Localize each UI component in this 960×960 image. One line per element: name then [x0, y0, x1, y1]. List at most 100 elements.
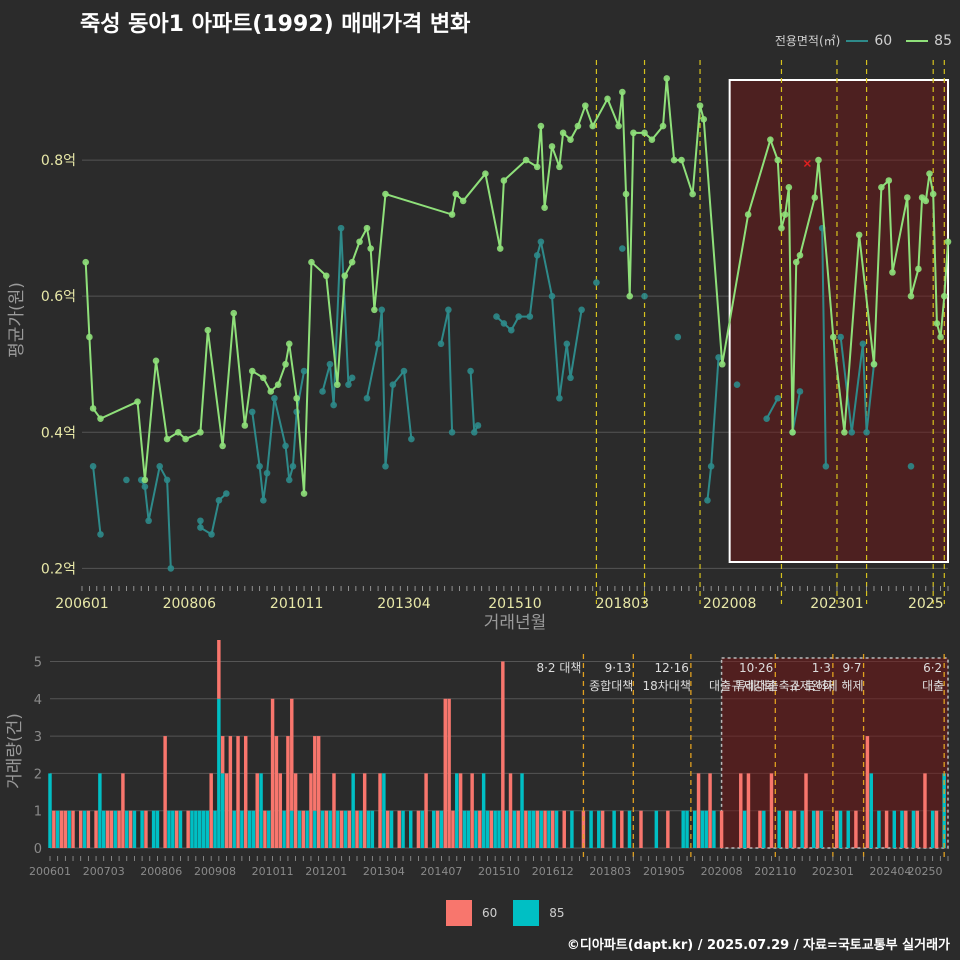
bar-x-tick-label: 200806 — [140, 865, 182, 878]
volume-bar-60 — [739, 773, 743, 848]
series-segment-60 — [147, 466, 161, 521]
bar-x-tick-label: 202404 — [869, 865, 911, 878]
data-point-85 — [448, 211, 456, 218]
volume-bar-60 — [86, 810, 91, 848]
data-point-85 — [700, 115, 708, 123]
policy-label: 10·26 — [739, 661, 773, 675]
volume-bar-85 — [762, 810, 766, 848]
data-point-60 — [533, 252, 541, 259]
data-point-60 — [474, 422, 482, 429]
data-point-60 — [733, 381, 741, 388]
data-point-60 — [822, 463, 830, 470]
data-point-85 — [615, 122, 622, 130]
volume-bar-85 — [313, 810, 317, 848]
data-point-60 — [563, 340, 571, 348]
volume-bar-85 — [485, 810, 490, 848]
data-point-60 — [704, 497, 711, 504]
series-segment-60 — [440, 309, 450, 345]
data-point-85 — [293, 394, 300, 402]
volume-bar-85 — [328, 810, 332, 848]
volume-bar-85 — [589, 810, 593, 848]
volume-bar-60 — [550, 810, 555, 848]
policy-label: 8·2 대책 — [536, 660, 581, 675]
volume-bar-60 — [52, 810, 56, 848]
x-tick-label: 202008 — [703, 596, 756, 612]
volume-bar-85 — [654, 810, 659, 848]
volume-bar-60 — [435, 810, 440, 848]
volume-bar-85 — [251, 810, 256, 848]
data-point-60 — [348, 374, 356, 382]
data-point-85 — [556, 163, 563, 171]
data-point-85 — [626, 292, 634, 300]
volume-bar-60 — [339, 810, 344, 848]
data-point-60 — [285, 476, 293, 484]
bar-y-axis-label: 거래량(건) — [5, 713, 25, 789]
x-tick-label: 201304 — [377, 596, 431, 612]
data-point-60 — [330, 401, 337, 409]
volume-bar-60 — [915, 810, 920, 848]
volume-bar-60 — [278, 773, 282, 848]
bar-x-tick-label: 202301 — [812, 865, 854, 878]
volume-bar-85 — [197, 810, 202, 848]
x-tick-label: 200601 — [55, 596, 108, 612]
data-point-85 — [670, 156, 678, 164]
bar-x-tick-label: 201510 — [478, 865, 520, 878]
volume-bar-60 — [535, 810, 540, 848]
data-point-85 — [792, 258, 800, 266]
volume-bar-85 — [877, 810, 881, 848]
data-point-85 — [182, 435, 189, 443]
data-point-85 — [659, 122, 667, 130]
volume-bar-85 — [401, 810, 405, 848]
volume-bar-85 — [547, 810, 551, 848]
series-segment-60 — [273, 398, 287, 447]
data-point-85 — [796, 252, 804, 259]
data-point-85 — [260, 374, 267, 382]
bar-x-tick-label: 202008 — [701, 865, 743, 878]
series-segment-60 — [210, 500, 220, 535]
legend-swatch-60 — [846, 39, 869, 42]
volume-bar-60 — [316, 736, 321, 848]
volume-bar-85 — [113, 810, 117, 848]
volume-bar-60 — [220, 736, 225, 774]
data-point-85 — [82, 258, 90, 266]
volume-bar-85 — [232, 810, 236, 848]
bar-y-tick-label: 1 — [34, 805, 42, 820]
legend-bottom: 60 85 — [446, 900, 565, 926]
volume-bar-85 — [359, 810, 363, 848]
series-segment-60 — [821, 228, 827, 467]
volume-bar-60 — [313, 736, 317, 811]
data-point-85 — [663, 75, 671, 82]
volume-bar-60 — [424, 773, 428, 848]
volume-bar-85 — [788, 810, 793, 848]
volume-bar-85 — [539, 810, 543, 848]
volume-bar-60 — [309, 773, 313, 848]
volume-bar-85 — [155, 810, 160, 848]
volume-bar-85 — [217, 698, 221, 848]
volume-bar-60 — [804, 773, 808, 848]
series-segment-60 — [340, 228, 350, 385]
volume-bar-60 — [243, 736, 248, 848]
data-point-85 — [533, 163, 541, 171]
data-point-60 — [197, 524, 204, 531]
data-point-85 — [282, 360, 289, 368]
data-point-85 — [548, 143, 556, 150]
volume-bar-60 — [59, 810, 64, 848]
series-segment-60 — [402, 370, 413, 440]
series-segment-60 — [321, 363, 331, 392]
policy-label: 1·3 — [812, 661, 831, 675]
data-point-85 — [622, 190, 630, 198]
volume-bar-85 — [382, 773, 386, 848]
data-point-60 — [374, 340, 382, 348]
data-point-60 — [282, 442, 289, 450]
volume-bar-60 — [290, 698, 294, 811]
volume-bar-60 — [501, 661, 505, 848]
volume-bar-85 — [692, 810, 697, 848]
volume-bar-60 — [458, 773, 463, 848]
data-point-60 — [848, 428, 856, 436]
data-point-60 — [345, 381, 352, 388]
volume-bar-60 — [255, 773, 259, 848]
series-segment-60 — [791, 391, 801, 433]
volume-bar-60 — [470, 773, 474, 848]
data-point-85 — [482, 170, 489, 177]
y-axis-label: 평균가(원) — [7, 282, 27, 358]
